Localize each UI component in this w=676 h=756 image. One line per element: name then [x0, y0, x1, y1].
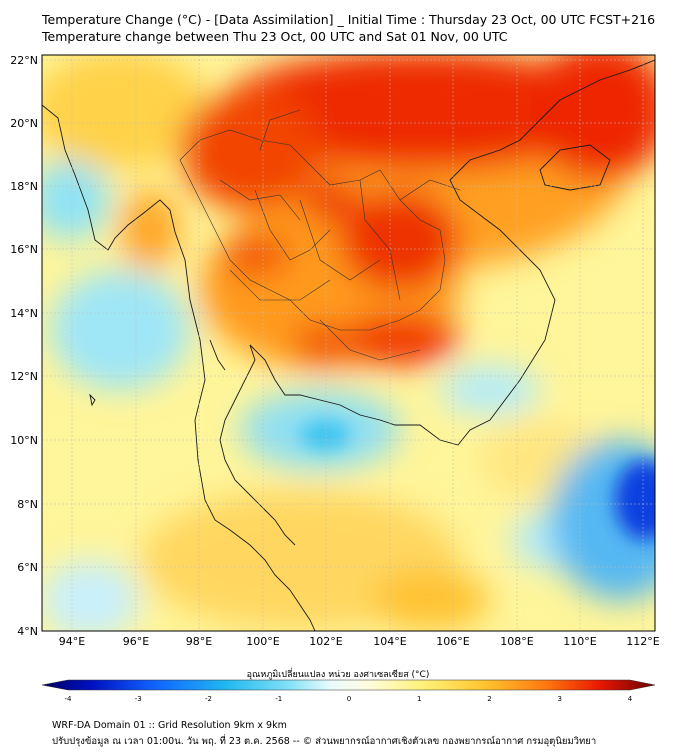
footer-credit: ปรับปรุงข้อมูล ณ เวลา 01:00น. วัน พฤ. ที…: [52, 736, 597, 747]
plot-frame: [41, 54, 656, 632]
colorbar-tick: -4: [65, 695, 73, 703]
map-subtitle: Temperature change between Thu 23 Oct, 0…: [42, 29, 508, 44]
lat-label: 6°N: [17, 561, 38, 574]
lon-label: 100°E: [246, 635, 279, 648]
lon-label: 108°E: [500, 635, 533, 648]
lon-label: 110°E: [563, 635, 596, 648]
longitude-labels: 94°E 96°E 98°E 100°E 102°E 104°E 106°E 108°E 110…: [59, 635, 660, 648]
colorbar-tick: -1: [275, 695, 282, 703]
colorbar-tick: -3: [135, 695, 142, 703]
latitude-labels: 22°N 20°N 18°N 16°N 14°N 12°N 10°N 8°N 6°N 4°N: [10, 54, 38, 638]
temperature-field: [42, 55, 655, 631]
colorbar-tick: 3: [558, 695, 562, 703]
lon-label: 98°E: [186, 635, 212, 648]
colorbar-label: อุณหภูมิเปลี่ยนแปลง หน่วย องศาเซลเซียส (…: [246, 670, 430, 680]
lat-label: 14°N: [10, 307, 38, 320]
colorbar-tick: 2: [487, 695, 491, 703]
lon-label: 94°E: [59, 635, 85, 648]
lat-label: 22°N: [10, 54, 38, 67]
footer-model-info: WRF-DA Domain 01 :: Grid Resolution 9km …: [52, 720, 287, 731]
map-title: Temperature Change (°C) - [Data Assimila…: [42, 12, 656, 27]
temperature-change-map: 94°E 96°E 98°E 100°E 102°E 104°E 106°E 108°E 110…: [10, 54, 660, 648]
lon-label: 106°E: [436, 635, 469, 648]
colorbar-tick: 4: [628, 695, 633, 703]
colorbar-tick: 0: [347, 695, 351, 703]
lat-label: 20°N: [10, 117, 38, 130]
lon-label: 112°E: [626, 635, 659, 648]
colorbar-tick: -2: [205, 695, 212, 703]
admin-borders: [179, 109, 461, 361]
lat-label: 10°N: [10, 434, 38, 447]
colorbar-tick: 1: [417, 695, 421, 703]
lon-label: 104°E: [373, 635, 406, 648]
coastlines: [42, 59, 655, 631]
lat-label: 8°N: [17, 498, 38, 511]
lat-label: 18°N: [10, 180, 38, 193]
lat-label: 12°N: [10, 370, 38, 383]
lon-label: 96°E: [123, 635, 149, 648]
graticule: [42, 55, 655, 631]
lat-label: 16°N: [10, 243, 38, 256]
lon-label: 102°E: [309, 635, 342, 648]
lat-label: 4°N: [17, 625, 38, 638]
